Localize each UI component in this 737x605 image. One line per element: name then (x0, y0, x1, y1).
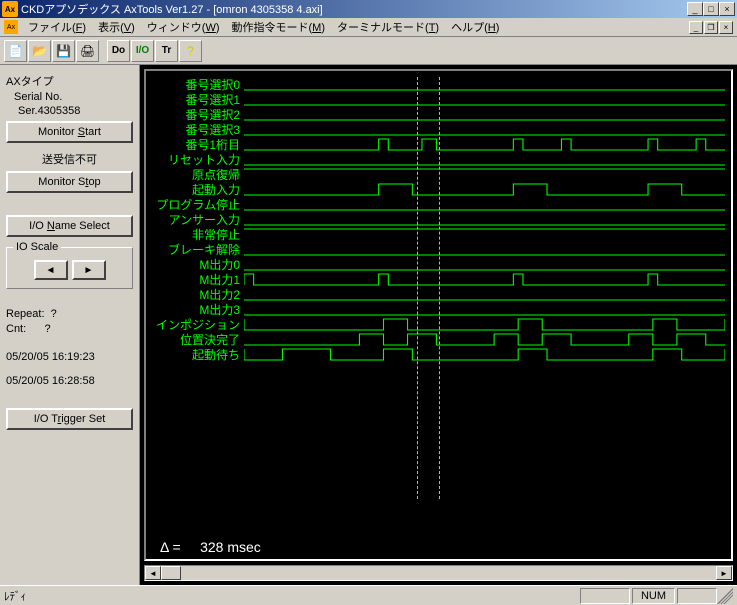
toolbar-tr-button[interactable]: Tr (155, 40, 178, 62)
signal-wave (244, 287, 725, 302)
serial-label: Serial No. (6, 91, 133, 103)
signal-wave (244, 227, 725, 242)
signal-wave (244, 197, 725, 212)
window-title: CKDアプソデックス AxTools Ver1.27 - [omron 4305… (21, 1, 687, 17)
maximize-button[interactable]: □ (703, 2, 719, 16)
signal-wave (244, 77, 725, 92)
menu-h[interactable]: ヘルプ(H) (445, 17, 505, 37)
signal-wave (244, 167, 725, 182)
time-cursor[interactable] (417, 77, 418, 499)
close-button[interactable]: × (719, 2, 735, 16)
signal-wave (244, 272, 725, 287)
mdi-minimize-button[interactable]: _ (689, 21, 703, 34)
signal-wave (244, 212, 725, 227)
menu-m[interactable]: 動作指令モード(M) (226, 17, 332, 37)
scale-right-button[interactable]: ► (72, 260, 106, 280)
signal-wave (244, 332, 725, 347)
status-ready: ﾚﾃﾞｨ (4, 588, 26, 604)
timestamp-1: 05/20/05 16:19:23 (6, 351, 133, 363)
monitor-stop-button[interactable]: Monitor Stop (6, 171, 133, 193)
mdi-icon: Ax (4, 20, 18, 34)
mdi-close-button[interactable]: × (719, 21, 733, 34)
status-num: NUM (632, 588, 675, 604)
toolbar-help-button[interactable]: ? (179, 40, 202, 62)
io-name-select-button[interactable]: I/O Name Select (6, 215, 133, 237)
toolbar: 📄📂💾🖨 DoI/OTr? (0, 37, 737, 65)
cnt-row: Cnt: ? (6, 323, 133, 335)
serial-value: Ser.4305358 (6, 105, 133, 117)
time-cursor[interactable] (439, 77, 440, 499)
window-titlebar: Ax CKDアプソデックス AxTools Ver1.27 - [omron 4… (0, 0, 737, 18)
io-trigger-set-button[interactable]: I/O Trigger Set (6, 408, 133, 430)
io-scale-label: IO Scale (13, 241, 61, 253)
scroll-right-button[interactable]: ► (716, 566, 732, 580)
toolbar-print-button[interactable]: 🖨 (76, 40, 99, 62)
signal-wave (244, 182, 725, 197)
timestamp-2: 05/20/05 16:28:58 (6, 375, 133, 387)
sidebar: AXタイプ Serial No. Ser.4305358 Monitor Sta… (0, 65, 140, 585)
toolbar-do-button[interactable]: Do (107, 40, 130, 62)
signal-wave (244, 137, 725, 152)
io-scale-group: IO Scale ◄ ► (6, 247, 133, 289)
scroll-track[interactable] (161, 566, 716, 580)
toolbar-open-button[interactable]: 📂 (28, 40, 51, 62)
menu-w[interactable]: ウィンドウ(W) (141, 17, 226, 37)
waveform-panel: 番号選択0番号選択1番号選択2番号選択3番号1桁目リセット入力原点復帰起動入力プ… (140, 65, 737, 585)
send-recv-status: 送受信不可 (6, 151, 133, 167)
signal-wave (244, 92, 725, 107)
status-bar: ﾚﾃﾞｨ NUM (0, 585, 737, 605)
menu-v[interactable]: 表示(V) (92, 17, 141, 37)
signal-wave (244, 122, 725, 137)
signal-wave (244, 347, 725, 362)
minimize-button[interactable]: _ (687, 2, 703, 16)
resize-grip[interactable] (717, 588, 733, 604)
delta-readout: Δ = 328 msec (160, 539, 261, 555)
mdi-restore-button[interactable]: ❐ (704, 21, 718, 34)
axtype-label: AXタイプ (6, 73, 133, 89)
signal-wave (244, 257, 725, 272)
signal-wave (244, 302, 725, 317)
menu-t[interactable]: ターミナルモード(T) (331, 17, 445, 37)
signal-wave (244, 242, 725, 257)
monitor-start-button[interactable]: Monitor Start (6, 121, 133, 143)
toolbar-new-button[interactable]: 📄 (4, 40, 27, 62)
signal-label: 起動待ち (152, 346, 244, 363)
signal-wave (244, 317, 725, 332)
scroll-left-button[interactable]: ◄ (145, 566, 161, 580)
scroll-thumb[interactable] (161, 566, 181, 580)
toolbar-save-button[interactable]: 💾 (52, 40, 75, 62)
menu-f[interactable]: ファイル(F) (22, 17, 92, 37)
horizontal-scrollbar[interactable]: ◄ ► (144, 565, 733, 581)
signal-wave (244, 152, 725, 167)
signal-wave (244, 107, 725, 122)
scale-left-button[interactable]: ◄ (34, 260, 68, 280)
repeat-row: Repeat: ? (6, 308, 133, 320)
toolbar-io-button[interactable]: I/O (131, 40, 154, 62)
app-icon: Ax (2, 1, 18, 17)
menu-bar: Ax ファイル(F)表示(V)ウィンドウ(W)動作指令モード(M)ターミナルモー… (0, 18, 737, 37)
